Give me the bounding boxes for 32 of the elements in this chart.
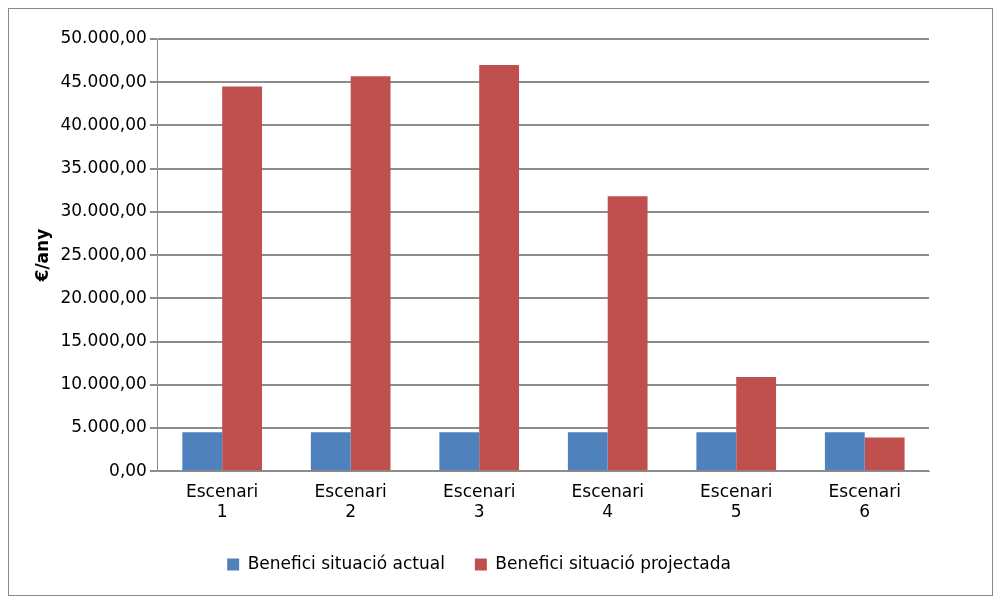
y-tick-label: 50.000,00 [60,27,147,48]
bar [222,86,263,471]
legend-label: Benefici situació actual [247,552,445,573]
x-tick-label: Escenari 4 [571,480,644,522]
bar [607,196,648,471]
y-axis-title: €/any [31,228,52,283]
bar [310,432,351,471]
y-tick-label: 0,00 [109,459,147,480]
bar [567,432,608,471]
bar [696,432,737,471]
x-tick-label: Escenari 1 [186,480,259,522]
y-tick-label: 35.000,00 [60,157,147,178]
bar [736,376,777,471]
y-tick-label: 20.000,00 [60,286,147,307]
y-tick-label: 15.000,00 [60,329,147,350]
bar [824,432,865,471]
x-tick-label: Escenari 2 [314,480,387,522]
bar [479,64,520,471]
x-tick-label: Escenari 6 [828,480,901,522]
y-tick-label: 25.000,00 [60,243,147,264]
legend-label: Benefici situació projectada [495,552,731,573]
y-tick-label: 30.000,00 [60,200,147,221]
y-tick-label: 10.000,00 [60,373,147,394]
bar [182,432,223,471]
x-tick-label: Escenari 3 [443,480,516,522]
y-tick-label: 5.000,00 [71,416,147,437]
y-tick-label: 40.000,00 [60,113,147,134]
bar [439,432,480,471]
y-tick-label: 45.000,00 [60,70,147,91]
x-tick-label: Escenari 5 [700,480,773,522]
bar [864,437,905,471]
bar [350,76,391,471]
